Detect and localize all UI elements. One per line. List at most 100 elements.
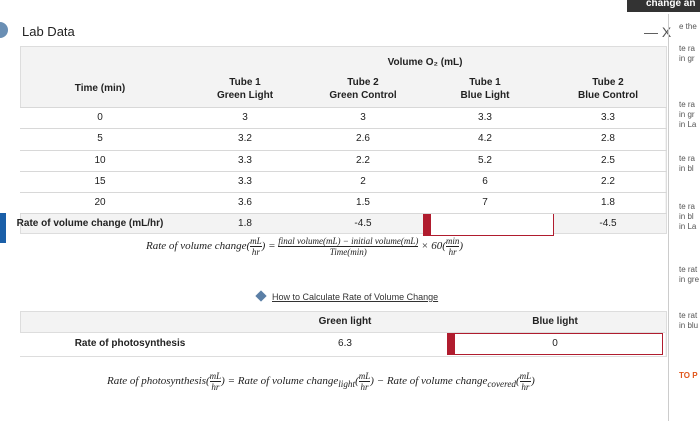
- formula-text: ) = Rate of volume change: [221, 375, 339, 388]
- column-header: Green Control: [329, 90, 397, 101]
- cell: 20: [94, 197, 106, 209]
- window-title: Lab Data: [22, 24, 75, 39]
- fraction-den: hr: [448, 247, 457, 257]
- fraction: final volume(mL) − initial volume(mL) Tim…: [278, 236, 419, 257]
- column-header: Blue light: [532, 316, 578, 327]
- cell: 2.5: [601, 154, 615, 166]
- sidebar-text: in bl: [679, 164, 694, 173]
- cell: 3: [360, 112, 366, 123]
- sidebar-text: in bl: [679, 212, 694, 221]
- sidebar-text: te ra: [679, 202, 696, 211]
- close-button[interactable]: — X: [644, 24, 672, 40]
- sidebar-text: e the: [679, 22, 697, 31]
- cell: 7: [482, 197, 488, 209]
- help-link[interactable]: How to Calculate Rate of Volume Change: [272, 292, 439, 302]
- cell: 2: [360, 175, 366, 187]
- formula-text: Rate of volume change(: [146, 240, 251, 253]
- sidebar-text: te ra: [679, 44, 696, 53]
- fraction-num: final volume(mL) − initial volume(mL): [278, 236, 419, 247]
- cell: 0: [552, 338, 558, 349]
- subscript: light: [338, 379, 356, 390]
- sidebar-text: in La: [679, 222, 697, 231]
- fraction-num: min: [445, 236, 460, 247]
- cell: 6.3: [338, 338, 352, 349]
- fraction-den: hr: [360, 382, 369, 392]
- row-divider: [20, 149, 667, 151]
- cell: 2.6: [356, 133, 370, 145]
- formula-text: × 60(: [421, 240, 446, 253]
- sidebar-text: te rat: [679, 265, 698, 274]
- cell: 3: [242, 112, 248, 123]
- cell: 3.3: [601, 112, 615, 123]
- cell: 2.2: [601, 175, 615, 187]
- row-label: Rate of volume change (mL/hr): [16, 218, 164, 229]
- cell: 2.8: [601, 133, 615, 145]
- cell: 0: [97, 112, 103, 123]
- column-header: Tube 1: [229, 77, 261, 88]
- time-header: Time (min): [74, 83, 126, 94]
- fraction-num: mL: [250, 236, 262, 247]
- fraction-den: hr: [211, 382, 220, 392]
- column-header: Blue Control: [578, 90, 638, 101]
- side-tab: [0, 22, 8, 38]
- column-header: Green Light: [216, 90, 274, 101]
- formula-text: Rate of photosynthesis(: [107, 375, 210, 388]
- sidebar-text: in blu: [679, 321, 699, 330]
- cell: 6: [482, 175, 488, 187]
- formula-text: ): [459, 240, 464, 253]
- row-divider: [20, 107, 667, 108]
- cell: 15: [94, 175, 106, 187]
- sidebar-text: te ra: [679, 100, 696, 109]
- top-strip: [627, 0, 700, 12]
- fraction-den: hr: [521, 382, 530, 392]
- formula-text: ): [531, 375, 535, 388]
- sidebar-text: in gr: [679, 110, 695, 119]
- row-divider: [20, 192, 667, 194]
- group-header: Volume O₂ (mL): [387, 57, 463, 68]
- sidebar-text: te rat: [679, 311, 698, 320]
- cell: -4.5: [354, 218, 372, 229]
- cell: 1.8: [601, 197, 615, 209]
- row-divider: [20, 128, 667, 130]
- sidebar-text: in gre: [679, 275, 700, 284]
- fraction: mL hr: [358, 371, 371, 392]
- rate-input[interactable]: [423, 213, 554, 236]
- volume-formula: Rate of volume change(mL hr) = final volu…: [146, 236, 463, 257]
- formula-text: (: [355, 375, 359, 388]
- formula-text: ) − Rate of volume change: [370, 375, 488, 388]
- cell: 10: [94, 154, 106, 166]
- column-header: Tube 1: [469, 77, 501, 88]
- column-header: Tube 2: [592, 77, 624, 88]
- photosynthesis-input[interactable]: [447, 333, 663, 355]
- table-body: [20, 107, 665, 213]
- row-label: Rate of photosynthesis: [74, 338, 186, 349]
- corner-text: change an: [646, 0, 696, 9]
- cell: 3.3: [238, 154, 252, 166]
- fraction: min hr: [445, 236, 460, 257]
- sidebar-text: in gr: [679, 54, 695, 63]
- formula-text: ) =: [261, 240, 276, 253]
- row-divider: [20, 170, 667, 172]
- column-header: Tube 2: [347, 77, 379, 88]
- fraction-num: mL: [209, 371, 222, 382]
- row-divider: [20, 213, 667, 214]
- cell: 3.6: [238, 197, 252, 209]
- link-icon: [255, 290, 267, 302]
- cell: 5: [97, 133, 103, 145]
- sidebar-text: in La: [679, 120, 697, 129]
- column-header: Blue Light: [460, 90, 510, 101]
- fraction-den: Time(min): [329, 247, 367, 257]
- fraction-num: mL: [519, 371, 532, 382]
- cell: 4.2: [478, 133, 492, 145]
- fraction-den: hr: [251, 247, 260, 257]
- fraction: mL hr: [250, 236, 262, 257]
- column-header: Green light: [318, 316, 372, 327]
- cell: 1.5: [356, 197, 370, 209]
- fraction-num: mL: [358, 371, 371, 382]
- formula-text: (: [515, 375, 520, 388]
- sidebar-text: te ra: [679, 154, 696, 163]
- cell: 2.2: [356, 154, 370, 166]
- sidebar-text: TO P: [679, 371, 698, 380]
- cell: 1.8: [238, 218, 252, 229]
